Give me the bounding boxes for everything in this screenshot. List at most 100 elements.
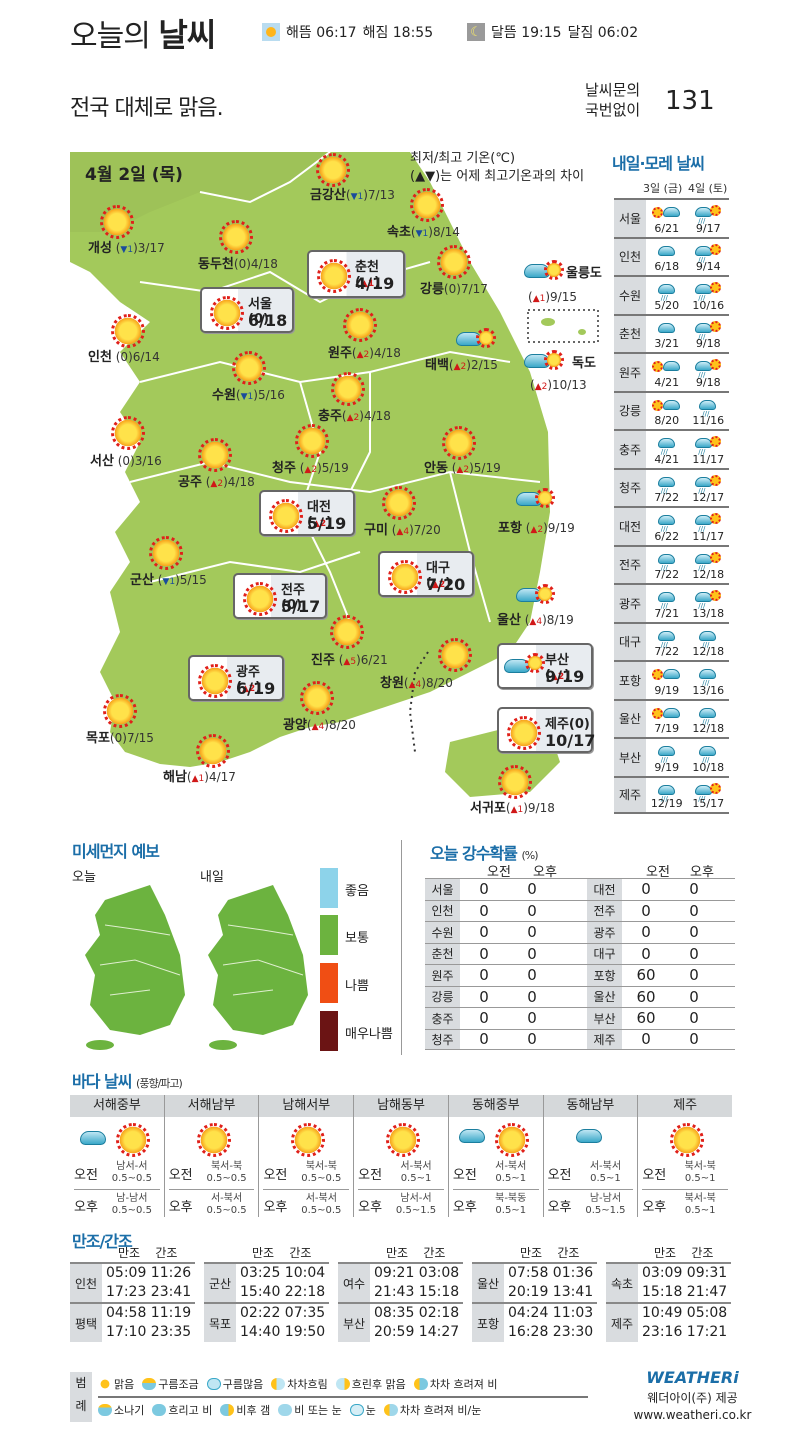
city-label: 울산 (▲4)8/19 — [497, 613, 574, 628]
text-cell: ///7/22 — [646, 470, 688, 507]
text-cell: 8/20 — [328, 718, 356, 732]
text-cell: 6/21 — [646, 200, 688, 237]
text-cell: 북서-북 — [210, 1161, 243, 1172]
city-label: 태백(▲2)2/15 — [425, 358, 498, 373]
weatheri-logo: WEATHERi — [646, 1368, 739, 1387]
text-cell: ▼1 — [350, 192, 364, 202]
sunny-icon — [210, 296, 244, 330]
text-cell: 0 — [479, 987, 489, 1006]
text-cell: 만조 — [118, 1246, 141, 1260]
text-cell: ▲2 — [534, 382, 548, 392]
text-cell: ///7/22 — [646, 624, 688, 661]
rain-sun-icon: /// — [693, 282, 723, 302]
text-cell: 6/19 — [236, 679, 276, 698]
rain-sun-icon: /// — [693, 590, 723, 610]
text-cell: 맑음 — [114, 1378, 135, 1391]
sea-zone: 오전 서-북서 0.5~1 오후 북-북동 0.5~1 — [449, 1117, 544, 1217]
korea-map-shape — [70, 152, 599, 797]
text-cell: 원주 — [328, 346, 352, 361]
city-label: 인천 (0)6/14 — [88, 350, 160, 365]
text-cell: 제주 — [673, 1098, 698, 1113]
text-cell: 13/18 — [692, 606, 725, 620]
text-cell: ▲5 — [343, 657, 357, 667]
city-label: 수원(▼1)5/16 — [212, 388, 285, 403]
text-cell: 오전 북서-북 0.5~0.5 — [263, 1161, 350, 1190]
divider — [401, 840, 402, 1055]
text-cell: 부산 — [614, 739, 646, 776]
text-cell: 10/18 — [692, 760, 725, 774]
text-cell: 0 — [527, 966, 537, 985]
text-cell: 간조 — [289, 1246, 312, 1260]
text-cell: ///13/18 — [688, 585, 730, 622]
legend-gradually-cloudy: 차차흐림 — [271, 1376, 328, 1392]
text-cell: 6/18 — [248, 311, 288, 330]
text-cell: 눈 — [365, 1404, 376, 1417]
text-cell: 대전 — [307, 500, 331, 515]
text-cell: 5/17 — [281, 597, 321, 616]
text-cell: ///13/16 — [688, 662, 730, 699]
text-cell: 서울 — [248, 297, 272, 312]
text-cell: 서-북서 — [210, 1193, 243, 1204]
precip-row: 인천 0 0 전주 0 0 — [425, 899, 735, 921]
city-temp: (▲2)10/13 — [530, 378, 587, 392]
text-cell: 8/20 — [425, 676, 453, 690]
text-cell: 서-북서 — [589, 1161, 622, 1172]
text-cell: 전주(0) — [281, 583, 305, 613]
text-cell: 9/15 — [550, 290, 577, 304]
text-cell: 4/18 — [227, 475, 255, 489]
text-cell: 북서-북 0.5~0.5 — [199, 1161, 255, 1185]
text-cell: 목포 02:22 07:35 14:40 19:50 — [204, 1302, 329, 1342]
text-cell: 17:23 23:41 — [106, 1284, 192, 1300]
text-cell: 오후 — [74, 1199, 98, 1215]
sunny-icon — [300, 681, 334, 715]
text-cell: 서-북서 — [495, 1161, 527, 1172]
text-cell: 포항 — [498, 521, 522, 536]
text-cell: 7/20 — [426, 575, 466, 594]
sunny-icon — [331, 372, 365, 406]
text-cell: 춘천 — [425, 943, 460, 964]
text-cell: ///9/17 — [688, 200, 730, 237]
sunny-icon — [494, 1123, 529, 1157]
text-cell: 오전 — [452, 1167, 477, 1183]
provider-url[interactable]: www.weatheri.co.kr — [633, 1408, 752, 1422]
text-cell: 15/17 — [692, 797, 725, 810]
text-cell: 09:21 03:08 21:43 15:18 — [370, 1264, 459, 1302]
sea-zone: 오전 서-북서 0.5~1 오후 남서-서 0.5~1.5 — [354, 1117, 449, 1217]
text-cell: 오전 북서-북 0.5~0.5 — [168, 1161, 255, 1190]
text-cell: ▲1 — [510, 805, 524, 815]
text-cell: ▲2 — [356, 350, 370, 360]
text-cell: 12/17 — [692, 491, 725, 504]
text-cell: 6/22 — [654, 529, 680, 543]
tide-group: 만조 간조 군산 03:25 10:04 15:40 22:18 목포 02:22 0… — [204, 1246, 329, 1342]
text-cell: 0 — [238, 257, 247, 271]
text-cell: 례 — [75, 1399, 87, 1413]
forecast-row: 서울 6/21 ///9/17 — [614, 198, 729, 237]
text-cell: 오후 남서-서 0.5~1.5 — [358, 1193, 444, 1217]
legend-partly-cloudy: 구름조금 — [142, 1376, 199, 1392]
sun-cloud-icon — [651, 667, 682, 683]
text-cell: 4/18 — [373, 346, 401, 360]
text-cell: 09:21 03:08 — [374, 1265, 460, 1281]
text-cell: 울산 — [614, 700, 646, 737]
text-cell: 0 — [527, 901, 537, 920]
sun-times: 해뜸 06:17 해짐 18:55 — [262, 22, 433, 42]
sunny-icon — [507, 716, 541, 750]
sunny-icon — [437, 245, 471, 279]
forecast-row: 청주///7/22///12/17 — [614, 467, 729, 507]
text-cell: 부산 — [338, 1304, 370, 1342]
text-cell: 충주 — [614, 431, 646, 468]
text-cell: ▲4 — [408, 680, 422, 690]
sunny-icon — [243, 582, 277, 616]
city-label: 광양(▲4)8/20 — [283, 718, 356, 733]
text-cell: 원주 — [425, 965, 460, 986]
text-cell: 소나기 — [114, 1404, 145, 1417]
text-cell: 4/19 — [355, 274, 395, 293]
text-cell: 광주 — [587, 922, 622, 943]
text-cell — [206, 1378, 221, 1390]
precip-pm-header: 오후 — [533, 865, 557, 880]
text-cell: 0 — [641, 923, 651, 942]
text-cell: 부산 — [587, 1008, 622, 1029]
sunny-icon — [670, 1123, 705, 1157]
text-cell: ▲1 — [532, 294, 546, 304]
sunny-icon — [382, 486, 416, 520]
